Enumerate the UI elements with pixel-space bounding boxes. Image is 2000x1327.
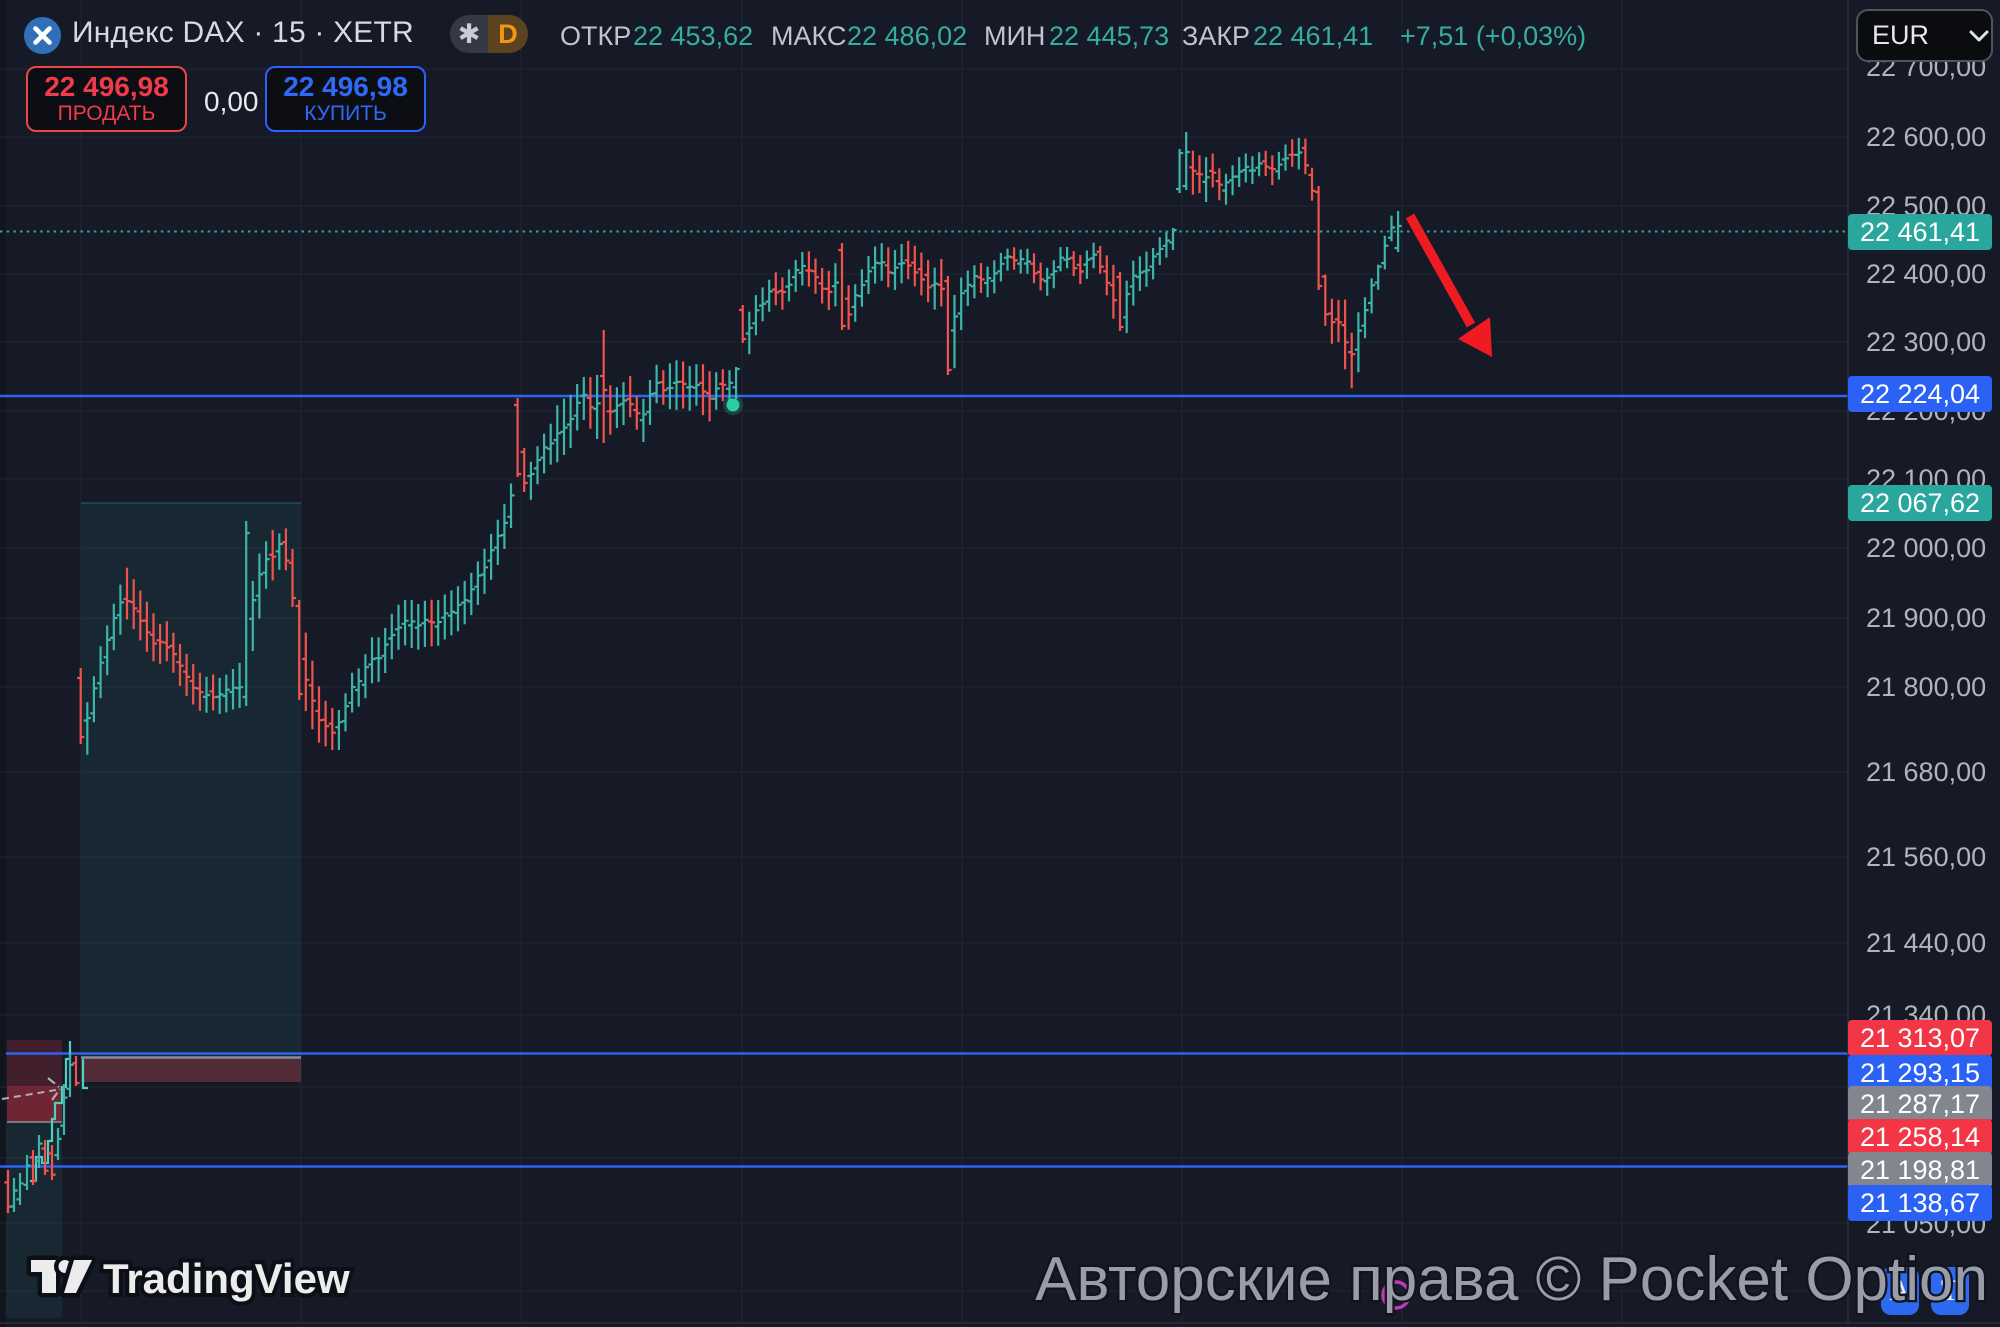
svg-text:22 000,00: 22 000,00 xyxy=(1866,533,1986,563)
svg-text:21 313,07: 21 313,07 xyxy=(1860,1023,1980,1053)
svg-text:22 600,00: 22 600,00 xyxy=(1866,122,1986,152)
svg-text:Авторские права © Pocket Optio: Авторские права © Pocket Option xyxy=(1035,1245,1988,1314)
svg-text:22 067,62: 22 067,62 xyxy=(1860,488,1980,518)
svg-text:22 461,41: 22 461,41 xyxy=(1860,217,1980,247)
svg-text:21 138,67: 21 138,67 xyxy=(1860,1188,1980,1218)
svg-text:22 400,00: 22 400,00 xyxy=(1866,259,1986,289)
svg-text:21 800,00: 21 800,00 xyxy=(1866,672,1986,702)
svg-text:21 900,00: 21 900,00 xyxy=(1866,603,1986,633)
svg-text:21 258,14: 21 258,14 xyxy=(1860,1122,1980,1152)
svg-text:21 287,17: 21 287,17 xyxy=(1860,1089,1980,1119)
svg-text:21 293,15: 21 293,15 xyxy=(1860,1058,1980,1088)
svg-text:21 560,00: 21 560,00 xyxy=(1866,842,1986,872)
svg-text:21 440,00: 21 440,00 xyxy=(1866,928,1986,958)
svg-text:TradingView: TradingView xyxy=(103,1255,350,1302)
svg-text:21 680,00: 21 680,00 xyxy=(1866,757,1986,787)
svg-text:22 224,04: 22 224,04 xyxy=(1860,379,1980,409)
svg-text:22 300,00: 22 300,00 xyxy=(1866,327,1986,357)
svg-text:T: T xyxy=(1941,1274,1959,1307)
svg-text:A: A xyxy=(1889,1274,1911,1307)
svg-text:21 198,81: 21 198,81 xyxy=(1860,1155,1980,1185)
